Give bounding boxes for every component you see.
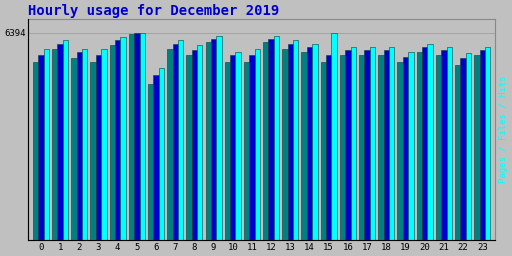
Bar [288,44,293,240]
Bar [173,44,178,240]
Bar [71,58,77,240]
Bar [225,61,230,240]
Bar [77,52,82,240]
Bar [365,50,370,240]
Bar [249,55,254,240]
Bar [408,52,414,240]
Bar [302,52,307,240]
Bar [63,40,68,240]
Bar [485,47,490,240]
Bar [159,68,164,240]
Bar [312,44,317,240]
Bar [397,61,403,240]
Bar [134,33,140,240]
Bar [57,44,63,240]
Bar [274,36,279,240]
Bar [455,65,460,240]
Bar [351,47,356,240]
Bar [148,84,154,240]
Bar [480,50,485,240]
Bar [331,33,337,240]
Bar [178,40,183,240]
Bar [82,49,88,240]
Bar [321,61,326,240]
Bar [101,49,106,240]
Text: Hourly usage for December 2019: Hourly usage for December 2019 [29,4,280,18]
Bar [129,34,134,240]
Y-axis label: Pages / Files / Hits: Pages / Files / Hits [499,76,508,184]
Bar [254,49,260,240]
Bar [293,40,298,240]
Bar [52,49,57,240]
Bar [154,74,159,240]
Bar [282,49,288,240]
Bar [460,58,466,240]
Bar [263,42,268,240]
Bar [33,61,38,240]
Bar [474,55,480,240]
Bar [211,39,216,240]
Bar [428,44,433,240]
Bar [44,49,49,240]
Bar [466,54,471,240]
Bar [91,61,96,240]
Bar [230,55,236,240]
Bar [205,42,211,240]
Bar [186,55,191,240]
Bar [378,55,383,240]
Bar [167,49,173,240]
Bar [446,47,452,240]
Bar [120,37,126,240]
Bar [383,50,389,240]
Bar [244,61,249,240]
Bar [389,47,394,240]
Bar [340,55,345,240]
Bar [216,36,222,240]
Bar [359,55,365,240]
Bar [370,47,375,240]
Bar [345,50,351,240]
Bar [140,33,145,240]
Bar [441,50,446,240]
Bar [236,52,241,240]
Bar [422,47,428,240]
Bar [268,39,274,240]
Bar [307,47,312,240]
Bar [436,55,441,240]
Bar [197,45,202,240]
Bar [115,40,120,240]
Bar [326,55,331,240]
Bar [191,50,197,240]
Bar [38,55,44,240]
Bar [96,55,101,240]
Bar [110,45,115,240]
Bar [417,52,422,240]
Bar [403,57,408,240]
